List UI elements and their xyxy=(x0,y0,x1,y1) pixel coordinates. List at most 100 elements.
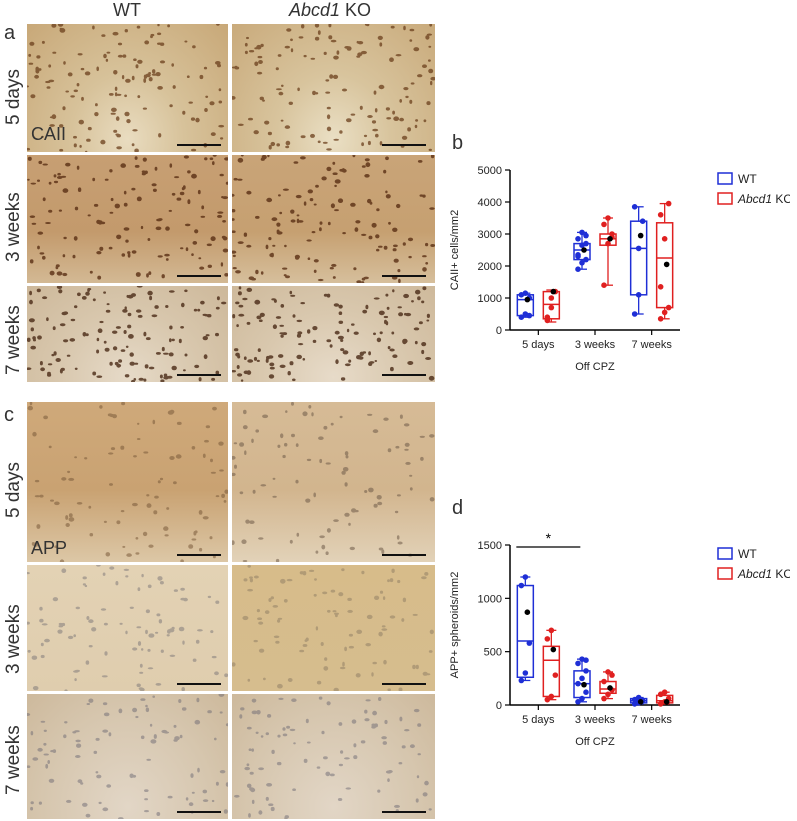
nucleus-mark xyxy=(232,267,237,270)
nucleus-mark xyxy=(124,111,130,117)
nucleus-mark xyxy=(269,362,275,367)
nucleus-mark xyxy=(422,64,427,68)
nucleus-mark xyxy=(29,259,34,264)
nucleus-mark xyxy=(424,780,429,786)
nucleus-mark xyxy=(70,318,76,322)
nucleus-mark xyxy=(296,333,302,338)
nucleus-mark xyxy=(53,174,57,178)
nucleus-mark xyxy=(392,227,398,232)
nucleus-mark xyxy=(242,615,249,621)
nucleus-mark xyxy=(348,645,354,649)
nucleus-mark xyxy=(243,409,247,415)
nucleus-mark xyxy=(319,535,325,539)
nucleus-mark xyxy=(173,724,177,728)
nucleus-mark xyxy=(142,107,147,110)
nucleus-mark xyxy=(347,609,353,613)
nucleus-mark xyxy=(39,606,43,611)
nucleus-mark xyxy=(333,303,340,307)
nucleus-mark xyxy=(75,739,81,743)
data-point-highlight xyxy=(607,236,613,242)
nucleus-mark xyxy=(59,148,64,152)
nucleus-mark xyxy=(419,194,424,197)
scale-bar xyxy=(177,811,221,813)
nucleus-mark xyxy=(288,101,293,106)
nucleus-mark xyxy=(58,625,64,628)
nucleus-mark xyxy=(218,88,222,92)
nucleus-mark xyxy=(155,352,161,355)
nucleus-mark xyxy=(292,314,296,318)
nucleus-mark xyxy=(246,726,252,730)
nucleus-mark xyxy=(76,83,80,87)
nucleus-mark xyxy=(333,687,339,691)
nucleus-mark xyxy=(321,544,326,550)
nucleus-mark xyxy=(129,773,134,779)
box xyxy=(629,220,648,296)
nucleus-mark xyxy=(136,196,142,202)
nucleus-mark xyxy=(47,363,53,366)
nucleus-mark xyxy=(81,96,84,101)
nucleus-mark xyxy=(56,176,63,179)
nucleus-mark xyxy=(327,221,331,226)
nucleus-mark xyxy=(340,348,345,352)
nucleus-mark xyxy=(27,621,30,625)
nucleus-mark xyxy=(96,66,99,72)
nucleus-mark xyxy=(258,60,263,64)
nucleus-mark xyxy=(219,469,224,472)
row-label-top-7weeks: 7 weeks xyxy=(3,305,24,375)
nucleus-mark xyxy=(382,741,387,745)
nucleus-mark xyxy=(93,203,99,207)
nucleus-mark xyxy=(40,367,45,372)
nucleus-mark xyxy=(34,74,39,79)
nucleus-mark xyxy=(315,626,319,631)
nucleus-mark xyxy=(27,713,31,716)
nucleus-mark xyxy=(171,192,176,196)
nucleus-mark xyxy=(425,262,429,265)
nucleus-mark xyxy=(232,314,236,319)
nucleus-mark xyxy=(267,714,272,718)
nucleus-mark xyxy=(272,605,279,608)
nucleus-mark xyxy=(393,258,399,263)
nucleus-mark xyxy=(39,252,45,255)
nucleus-mark xyxy=(146,494,150,497)
nucleus-mark xyxy=(278,194,281,197)
nucleus-mark xyxy=(257,71,263,75)
nucleus-mark xyxy=(256,315,262,320)
nucleus-mark xyxy=(124,374,130,378)
nucleus-mark xyxy=(300,302,305,305)
nucleus-mark xyxy=(421,349,425,355)
nucleus-mark xyxy=(361,142,364,147)
nucleus-mark xyxy=(42,163,48,166)
nucleus-mark xyxy=(86,138,91,142)
nucleus-mark xyxy=(428,650,433,653)
data-point xyxy=(635,245,642,252)
nucleus-mark xyxy=(49,270,55,276)
data-point-highlight xyxy=(637,232,644,239)
nucleus-mark xyxy=(290,209,295,214)
nucleus-mark xyxy=(204,157,208,161)
data-point xyxy=(522,670,529,676)
nucleus-mark xyxy=(428,68,434,74)
nucleus-mark xyxy=(41,623,48,626)
nucleus-mark xyxy=(307,257,311,260)
nucleus-mark xyxy=(221,196,224,199)
nucleus-mark xyxy=(65,515,69,520)
box xyxy=(542,645,561,698)
nucleus-mark xyxy=(167,795,173,799)
nucleus-mark xyxy=(103,53,107,59)
nucleus-mark xyxy=(318,696,323,700)
data-point-highlight xyxy=(524,296,531,303)
nucleus-mark xyxy=(242,297,248,301)
nucleus-mark xyxy=(224,673,228,678)
nucleus-mark xyxy=(151,183,157,187)
nucleus-mark xyxy=(141,170,146,174)
y-tick-label: 1000 xyxy=(478,593,502,605)
nucleus-mark xyxy=(76,165,80,170)
nucleus-mark xyxy=(176,197,182,201)
data-point-highlight xyxy=(550,646,557,653)
nucleus-mark xyxy=(207,264,212,268)
nucleus-mark xyxy=(243,356,247,360)
nucleus-mark xyxy=(217,214,223,218)
nucleus-mark xyxy=(319,458,323,464)
nucleus-mark xyxy=(50,499,54,502)
column-header-ko-suffix: KO xyxy=(340,0,372,20)
